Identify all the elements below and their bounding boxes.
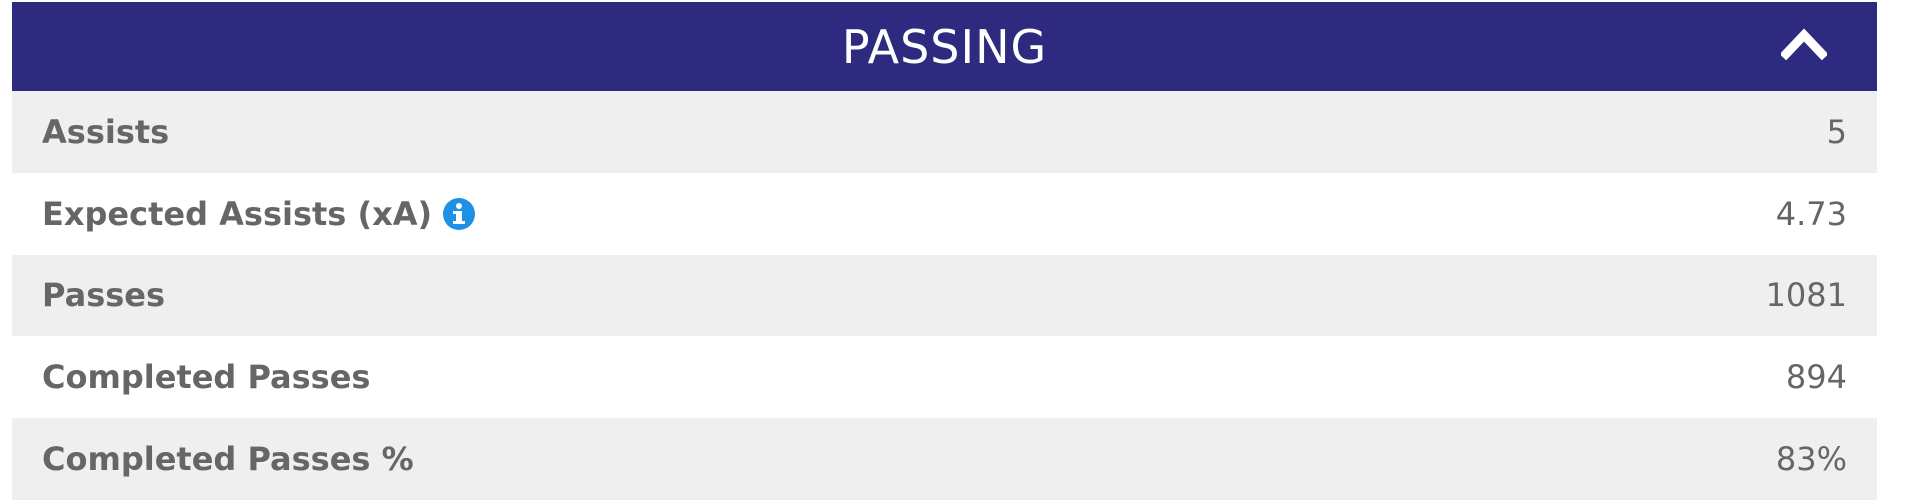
stat-row: Completed Passes 894 xyxy=(12,336,1877,419)
stat-label-text: Completed Passes % xyxy=(42,440,414,479)
stat-label-text: Assists xyxy=(42,112,170,151)
stat-value: 5 xyxy=(1826,112,1847,151)
stat-label: Passes xyxy=(42,276,165,314)
stat-row: Expected Assists (xA) 4.73 xyxy=(12,172,1877,255)
info-icon[interactable] xyxy=(442,197,476,231)
stat-label: Expected Assists (xA) xyxy=(42,195,476,233)
panel-header[interactable]: PASSING xyxy=(12,2,1877,91)
stat-label: Assists xyxy=(42,113,169,151)
stat-value: 4.73 xyxy=(1775,194,1847,233)
stat-label-text: Passes xyxy=(42,276,166,315)
passing-panel: PASSING Assists 5 Expected Assists (xA) 4.7… xyxy=(12,2,1877,500)
stat-label: Completed Passes xyxy=(42,358,370,396)
stats-table: Assists 5 Expected Assists (xA) 4.73 Passes 1… xyxy=(12,91,1877,500)
stat-label-text: Expected Assists (xA) xyxy=(42,194,433,233)
stat-label-text: Completed Passes xyxy=(42,358,371,397)
stat-row: Passes 1081 xyxy=(12,254,1877,337)
stat-value: 83% xyxy=(1775,440,1847,479)
panel-title: PASSING xyxy=(841,19,1048,74)
collapse-chevron[interactable] xyxy=(1781,26,1827,60)
stat-row: Assists 5 xyxy=(12,91,1877,173)
stat-value: 1081 xyxy=(1765,276,1847,315)
stat-value: 894 xyxy=(1785,358,1847,397)
stat-label: Completed Passes % xyxy=(42,440,414,478)
stat-row: Completed Passes % 83% xyxy=(12,418,1877,500)
